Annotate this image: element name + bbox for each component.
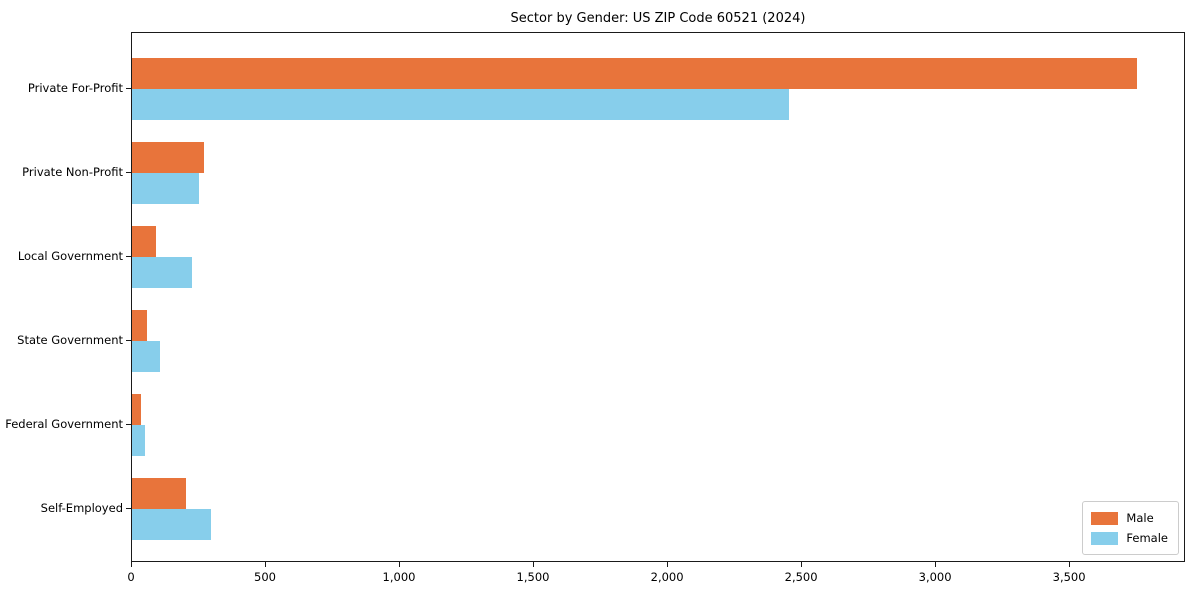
x-tick [667, 562, 669, 567]
x-tick-label: 0 [127, 570, 135, 584]
legend-item: Male [1091, 508, 1168, 528]
y-tick [126, 88, 131, 89]
x-tick [1069, 562, 1071, 567]
y-tick [126, 508, 131, 509]
y-tick [126, 424, 131, 425]
legend-label: Male [1126, 511, 1154, 525]
bar-male [132, 394, 142, 425]
x-tick-label: 2,500 [784, 570, 818, 584]
bar-male [132, 226, 157, 257]
bar-male [132, 58, 1138, 89]
legend-swatch-male [1091, 511, 1119, 525]
bar-female [132, 173, 199, 204]
x-tick-label: 2,000 [650, 570, 684, 584]
x-tick [935, 562, 937, 567]
legend: Male Female [1082, 501, 1179, 555]
x-tick [265, 562, 266, 567]
bar-male [132, 142, 205, 173]
bar-female [132, 257, 193, 288]
y-tick [126, 340, 131, 341]
chart-title: Sector by Gender: US ZIP Code 60521 (202… [510, 11, 806, 26]
y-tick [126, 256, 131, 257]
y-axis-label: Local Government [17, 249, 123, 263]
legend-swatch-female [1091, 531, 1119, 545]
x-tick [533, 562, 534, 567]
plot-area: Male Female [131, 32, 1185, 562]
legend-label: Female [1126, 531, 1168, 545]
x-tick [399, 562, 400, 567]
legend-item: Female [1091, 528, 1168, 548]
bar-male [132, 478, 186, 509]
bar-male [132, 310, 147, 341]
y-axis-label: Federal Government [5, 417, 123, 431]
y-axis-label: Private For-Profit [27, 81, 123, 95]
x-tick-label: 3,000 [918, 570, 952, 584]
x-tick-label: 1,500 [516, 570, 550, 584]
x-tick-label: 500 [254, 570, 276, 584]
x-tick-label: 3,500 [1052, 570, 1086, 584]
x-tick [801, 562, 803, 567]
bar-female [132, 425, 146, 456]
y-axis-label: State Government [17, 333, 123, 347]
bar-female [132, 89, 789, 120]
y-axis-label: Private Non-Profit [22, 165, 123, 179]
y-axis-label: Self-Employed [40, 501, 123, 515]
x-tick [131, 562, 132, 567]
x-tick-label: 1,000 [382, 570, 416, 584]
bar-female [132, 509, 212, 540]
y-tick [126, 172, 131, 173]
bar-female [132, 341, 161, 372]
